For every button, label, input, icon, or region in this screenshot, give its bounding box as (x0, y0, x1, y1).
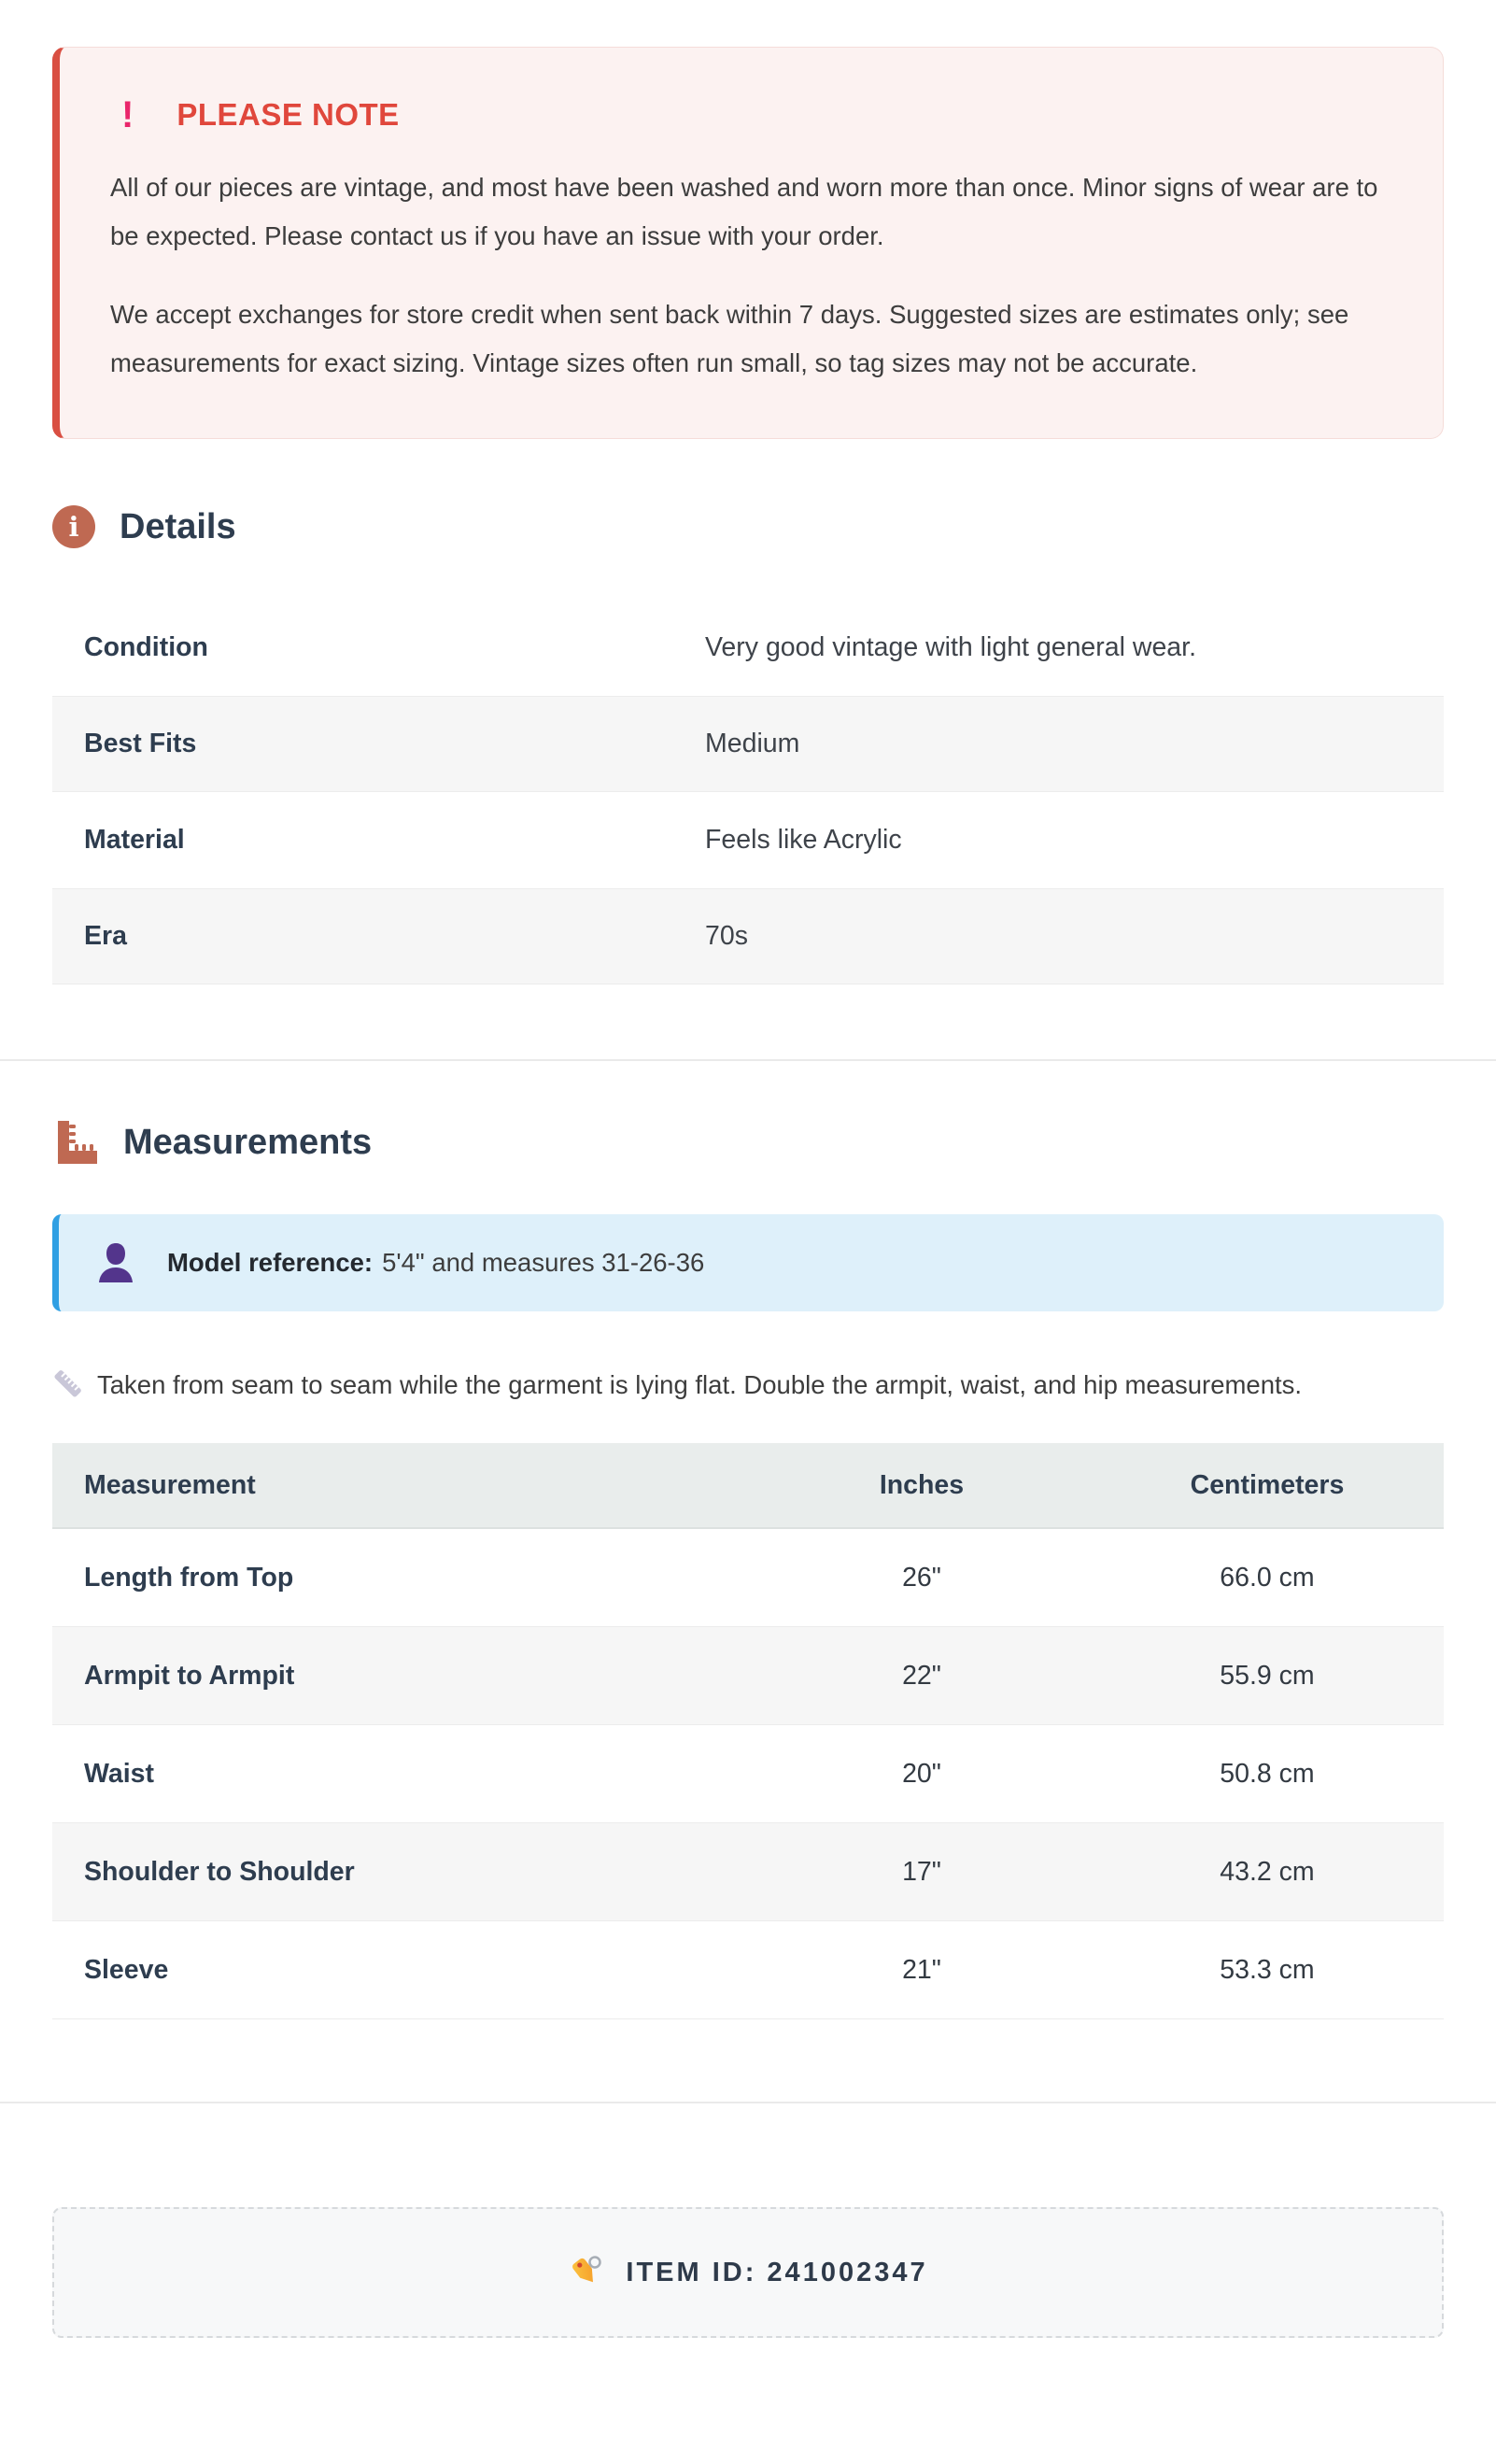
measurement-inches: 20" (902, 1758, 941, 1789)
detail-value: Very good vintage with light general wea… (705, 632, 1196, 662)
product-info-page: ! PLEASE NOTE All of our pieces are vint… (0, 47, 1496, 2338)
please-note-alert: ! PLEASE NOTE All of our pieces are vint… (52, 47, 1444, 439)
detail-value: Medium (705, 729, 800, 758)
measurement-name: Waist (84, 1758, 154, 1789)
measurement-cm: 55.9 cm (1220, 1660, 1315, 1691)
person-silhouette-icon (99, 1243, 133, 1282)
alert-title: PLEASE NOTE (176, 97, 400, 132)
exclamation-icon: ! (121, 94, 134, 135)
measurements-heading: Measurements (52, 1118, 1444, 1167)
table-row: Armpit to Armpit 22" 55.9 cm (52, 1627, 1444, 1725)
measurement-cm: 66.0 cm (1220, 1562, 1315, 1593)
model-reference-label: Model reference: (167, 1248, 374, 1277)
detail-label: Material (84, 825, 185, 855)
column-header-inches: Inches (879, 1469, 965, 1500)
table-row: Best Fits Medium (52, 696, 1444, 792)
measurement-inches: 17" (902, 1856, 941, 1887)
table-row: Material Feels like Acrylic (52, 792, 1444, 888)
section-divider (0, 2102, 1496, 2103)
alert-paragraph-1: All of our pieces are vintage, and most … (110, 173, 1378, 250)
details-title: Details (120, 506, 236, 546)
measurement-inches: 22" (902, 1660, 941, 1691)
measurements-table-body: Length from Top 26" 66.0 cm Armpit to Ar… (52, 1529, 1444, 2019)
detail-value: Feels like Acrylic (705, 825, 902, 855)
table-row: Sleeve 21" 53.3 cm (52, 1921, 1444, 2019)
item-id-label: ITEM ID: 241002347 (626, 2257, 928, 2287)
measurement-name: Length from Top (84, 1562, 294, 1593)
measurements-table-header: Measurement Inches Centimeters (52, 1443, 1444, 1529)
measurement-cm: 50.8 cm (1220, 1758, 1315, 1789)
section-divider (0, 1059, 1496, 1061)
details-table: Condition Very good vintage with light g… (52, 600, 1444, 984)
model-reference-text: Model reference: 5'4" and measures 31-26-… (167, 1248, 704, 1278)
table-row: Condition Very good vintage with light g… (52, 600, 1444, 696)
alert-paragraph-2: We accept exchanges for store credit whe… (110, 300, 1349, 377)
measurement-name: Shoulder to Shoulder (84, 1856, 355, 1887)
table-row: Shoulder to Shoulder 17" 43.2 cm (52, 1823, 1444, 1921)
item-id-box: ITEM ID: 241002347 (52, 2207, 1444, 2338)
ruler-icon (54, 1370, 81, 1397)
model-reference-value: 5'4" and measures 31-26-36 (382, 1248, 705, 1277)
alert-heading: ! PLEASE NOTE (121, 96, 1398, 134)
table-row: Era 70s (52, 888, 1444, 984)
detail-value: 70s (705, 921, 748, 951)
measurements-title: Measurements (123, 1122, 373, 1162)
measurement-name: Armpit to Armpit (84, 1660, 295, 1691)
measurement-inches: 26" (902, 1562, 941, 1593)
measurement-inches: 21" (902, 1954, 941, 1985)
measurement-note-text: Taken from seam to seam while the garmen… (97, 1370, 1303, 1399)
table-row: Waist 20" 50.8 cm (52, 1725, 1444, 1823)
details-heading: i Details (52, 503, 1444, 551)
column-header-measurement: Measurement (84, 1469, 256, 1500)
detail-label: Condition (84, 632, 208, 662)
measurements-table: Measurement Inches Centimeters Length fr… (52, 1443, 1444, 2019)
measurement-cm: 53.3 cm (1220, 1954, 1315, 1985)
column-header-centimeters: Centimeters (1190, 1469, 1345, 1500)
model-reference-box: Model reference: 5'4" and measures 31-26-… (52, 1214, 1444, 1311)
tag-icon (572, 2256, 602, 2283)
measurement-name: Sleeve (84, 1954, 169, 1985)
ruler-combined-icon (58, 1121, 97, 1164)
detail-label: Best Fits (84, 729, 197, 758)
detail-label: Era (84, 921, 127, 951)
info-icon: i (52, 505, 95, 548)
measurement-note: Taken from seam to seam while the garmen… (52, 1361, 1444, 1409)
measurement-cm: 43.2 cm (1220, 1856, 1315, 1887)
table-row: Length from Top 26" 66.0 cm (52, 1529, 1444, 1627)
